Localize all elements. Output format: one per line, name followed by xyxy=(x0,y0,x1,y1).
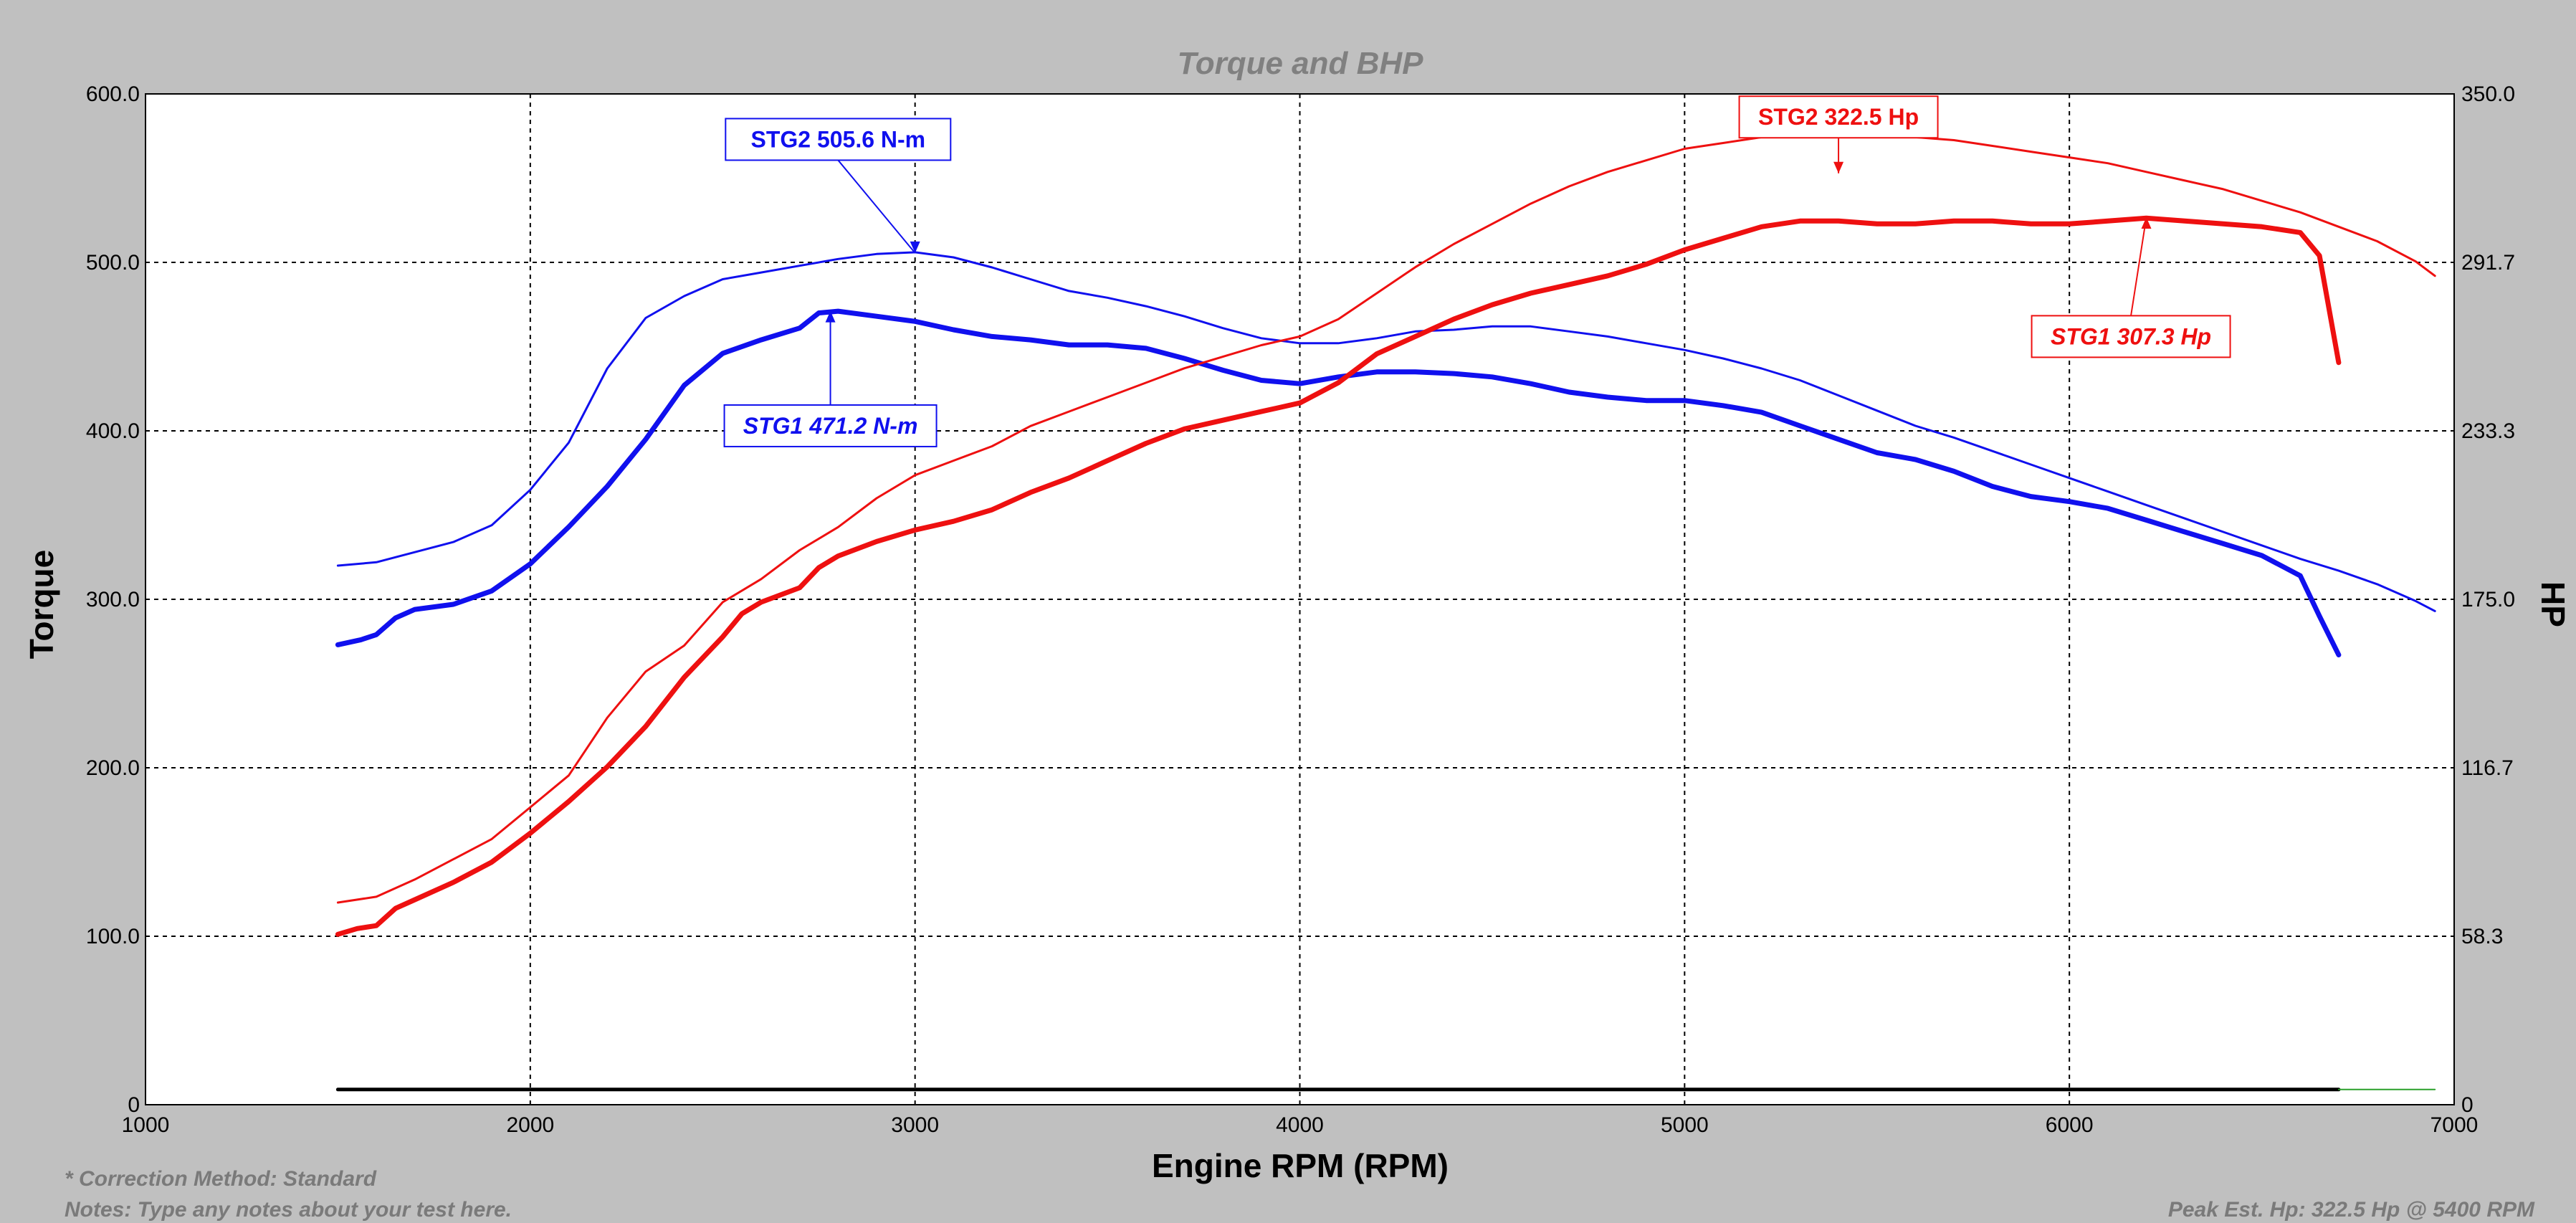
x-tick-label: 3000 xyxy=(891,1113,939,1137)
grid-lines xyxy=(146,94,2454,1105)
y-left-tick-label: 200.0 xyxy=(86,756,140,780)
y-left-tick-label: 400.0 xyxy=(86,419,140,443)
x-axis-title: Engine RPM (RPM) xyxy=(1152,1147,1449,1184)
annotation-leader xyxy=(2130,216,2147,316)
y-left-tick-label: 600.0 xyxy=(86,82,140,106)
y-right-tick-label: 58.3 xyxy=(2461,925,2503,948)
y-axis-left-title: Torque xyxy=(23,550,60,659)
annotation-arrowhead xyxy=(2141,217,2152,229)
annotation-leader xyxy=(837,159,916,254)
y-right-tick-label: 175.0 xyxy=(2461,588,2515,612)
series-layer xyxy=(335,127,2436,1092)
series-line-1 xyxy=(335,308,2342,657)
annotation-arrowhead xyxy=(910,241,920,253)
x-tick-label: 6000 xyxy=(2046,1113,2094,1137)
x-tick-label: 2000 xyxy=(506,1113,554,1137)
y-left-tick-label: 100.0 xyxy=(86,925,140,948)
annotation-label: STG1 471.2 N-m xyxy=(743,413,918,439)
x-tick-label: 4000 xyxy=(1276,1113,1324,1137)
annotation-label: STG2 322.5 Hp xyxy=(1758,104,1919,130)
x-tick-label: 5000 xyxy=(1661,1113,1709,1137)
annotation-box xyxy=(2031,315,2231,358)
annotation-arrowhead xyxy=(825,310,836,323)
annotation-label: STG1 307.3 Hp xyxy=(2051,323,2211,349)
series-line-2 xyxy=(336,127,2436,904)
y-left-tick-label: 0 xyxy=(128,1093,140,1117)
y-right-tick-label: 116.7 xyxy=(2461,756,2514,780)
y-axis-right-title: HP xyxy=(2534,581,2572,627)
footer-notes: Notes: Type any notes about your test he… xyxy=(65,1198,512,1222)
annotation-arrowhead xyxy=(1833,161,1844,173)
chart-title: Torque and BHP xyxy=(1177,46,1423,81)
footer-correction: * Correction Method: Standard xyxy=(65,1167,377,1191)
annotation-layer: STG2 505.6 N-m STG1 471.2 N-m STG2 322.5 H… xyxy=(723,95,2231,447)
y-left-tick-label: 300.0 xyxy=(86,588,140,612)
footer-peak: Peak Est. Hp: 322.5 Hp @ 5400 RPM xyxy=(2168,1198,2535,1222)
annotation-box xyxy=(725,118,952,161)
axis-ticks: 1000 2000 3000 4000 5000 6000 70000100.0200.03… xyxy=(86,82,2515,1137)
y-right-tick-label: 350.0 xyxy=(2461,82,2515,106)
series-line-0 xyxy=(336,251,2436,612)
y-right-tick-label: 233.3 xyxy=(2461,419,2515,443)
y-right-tick-label: 291.7 xyxy=(2461,251,2515,275)
y-left-tick-label: 500.0 xyxy=(86,251,140,275)
annotation-label: STG2 505.6 N-m xyxy=(750,126,925,152)
annotation-box xyxy=(1738,95,1939,139)
annotation-box xyxy=(723,404,938,447)
series-line-3 xyxy=(335,215,2342,937)
x-tick-label: 1000 xyxy=(122,1113,170,1137)
y-right-tick-label: 0 xyxy=(2461,1093,2474,1117)
x-tick-label: 7000 xyxy=(2430,1113,2479,1137)
